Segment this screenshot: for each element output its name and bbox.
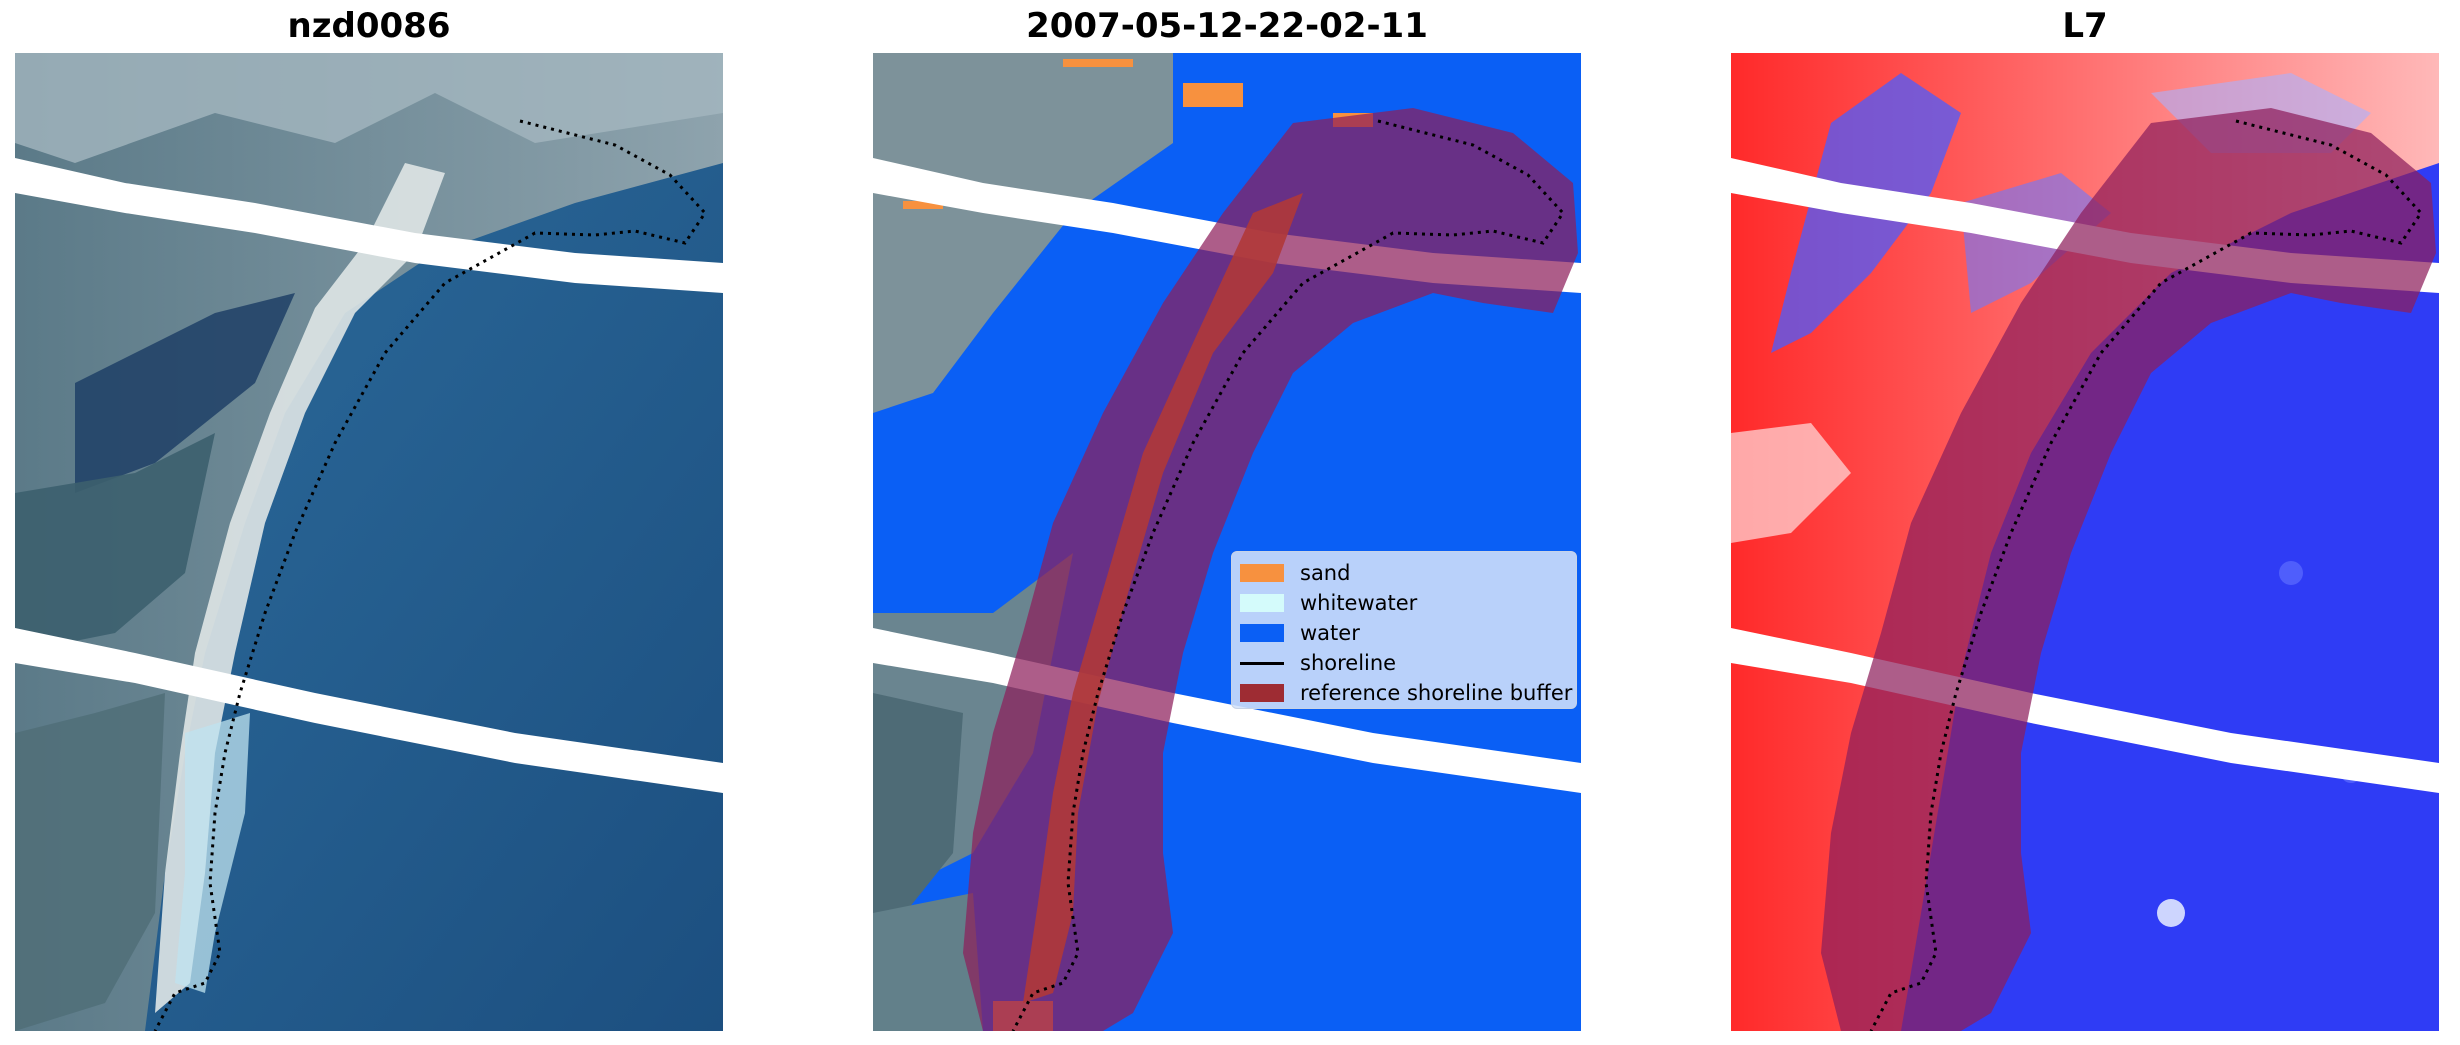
legend-item-shoreline: shoreline	[1232, 648, 1576, 678]
legend-label: sand	[1300, 561, 1351, 585]
reference-shoreline-buffer	[1821, 108, 2436, 1031]
legend-item-water: water	[1232, 618, 1576, 648]
panel-title-index: L7	[2062, 6, 2108, 46]
shoreline-line	[1869, 119, 2423, 1031]
legend-swatch-water	[1240, 624, 1284, 642]
legend-label: shoreline	[1300, 651, 1397, 675]
sand-patch	[903, 201, 943, 209]
legend: sand whitewater water shoreline referenc…	[1231, 551, 1577, 709]
index-image	[1731, 53, 2439, 1031]
index-image-panel	[1731, 53, 2439, 1031]
legend-label: reference shoreline buffer	[1300, 681, 1573, 705]
panel-title-classified: 2007-05-12-22-02-11	[1026, 6, 1428, 46]
sand-patch	[1183, 83, 1243, 107]
legend-swatch-buffer	[1240, 684, 1284, 702]
legend-label: water	[1300, 621, 1360, 645]
legend-item-buffer: reference shoreline buffer	[1232, 678, 1576, 708]
legend-line-shoreline	[1240, 661, 1284, 665]
classified-image	[873, 53, 1581, 1031]
classified-image-panel	[873, 53, 1581, 1031]
legend-swatch-whitewater	[1240, 594, 1284, 612]
sand-patch	[1063, 59, 1133, 67]
shoreline-line	[1011, 119, 1565, 1031]
reference-shoreline-buffer	[963, 108, 1578, 1031]
rgb-satellite-image	[15, 53, 723, 1031]
no-data-stripe	[15, 628, 723, 793]
shoreline-line	[153, 119, 707, 1031]
no-data-stripe	[15, 158, 723, 293]
panel-title-rgb: nzd0086	[287, 6, 451, 46]
legend-label: whitewater	[1300, 591, 1418, 615]
legend-item-whitewater: whitewater	[1232, 588, 1576, 618]
legend-item-sand: sand	[1232, 558, 1576, 588]
rgb-image-panel	[15, 53, 723, 1031]
legend-swatch-sand	[1240, 564, 1284, 582]
